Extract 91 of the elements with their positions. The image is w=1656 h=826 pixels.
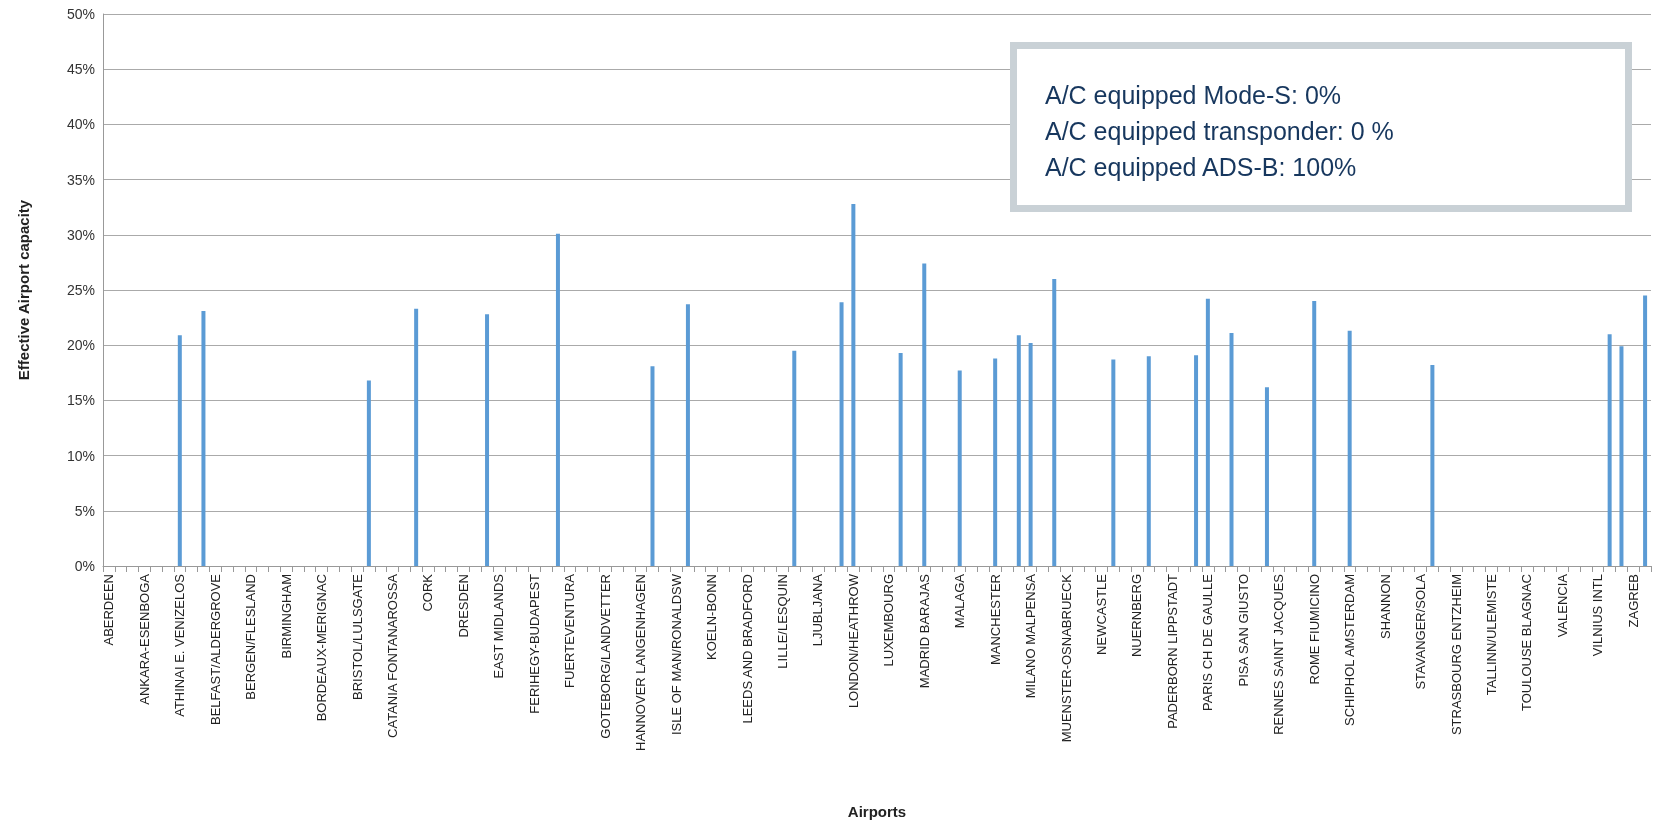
bar [650,366,655,566]
x-tick-label: LUXEMBOURG [881,574,897,667]
annotation: A/C equipped Mode-S: 0% [1045,80,1342,111]
y-tick-label: 10% [66,447,95,464]
x-tick-label: STRASBOURG ENTZHEIM [1448,574,1464,736]
y-tick-label: 40% [66,116,95,133]
x-tick-label: LILLE/LESQUIN [774,574,790,669]
x-tick-label: TOULOUSE BLAGNAC [1519,574,1535,712]
x-tick-label: BORDEAUX-MERIGNAC [314,574,330,722]
x-tick-label: SHANNON [1377,574,1393,640]
x-tick-label: GOTEBORG/LANDVETTER [597,574,613,739]
x-tick-label: BIRMINGHAM [278,574,294,659]
y-axis-title: Effective Airport capacity [15,199,32,381]
x-tick-label: KOELN-BONN [704,574,720,660]
bar [1194,355,1199,566]
y-tick-label: 15% [66,392,95,409]
x-tick-label: ZAGREB [1625,574,1641,628]
x-axis-title: Airports [847,803,907,820]
bar [1052,278,1057,566]
bar [1619,346,1624,566]
bar [898,352,903,566]
y-tick-label: 5% [74,502,95,519]
y-tick-label: 0% [74,558,95,574]
x-tick-label: MALAGA [952,573,968,629]
x-tick-label: CATANIA FONTANAROSSA [385,573,401,738]
x-tick-label: VALENCIA [1554,573,1570,638]
bar [1347,330,1352,566]
annotation: A/C equipped ADS-B: 100% [1045,152,1358,183]
y-tick-label: 35% [66,171,95,188]
y-tick-label: 20% [66,337,95,354]
x-tick-label: LJUBLJANA [810,573,826,647]
x-tick-label: LONDON/HEATHROW [845,573,861,709]
bar [1229,333,1234,566]
bar [1430,365,1435,566]
bar [1146,356,1151,566]
x-tick-label: NUERNBERG [1129,574,1145,658]
x-tick-label: EAST MIDLANDS [491,573,507,679]
y-tick-label: 45% [66,61,95,78]
x-tick-label: BELFAST/ALDERGROVE [207,573,223,725]
bar [1016,335,1021,566]
y-tick-label: 25% [66,282,95,298]
bar [839,302,844,566]
x-tick-label: NEWCASTLE [1094,573,1110,655]
x-tick-label: STAVANGER/SOLA [1413,573,1429,690]
x-tick-label: FUERTEVENTURA [562,573,578,688]
bar [414,308,419,566]
bar [177,335,182,566]
x-tick-label: HANNOVER LANGENHAGEN [633,574,649,751]
bar [1028,342,1033,566]
x-tick-label: BRISTOL/LULSGATE [349,573,365,700]
x-tick-label: VILNIUS INTL [1590,574,1606,657]
bar [922,263,927,566]
x-tick-label: RENNES SAINT JACQUES [1271,573,1287,735]
bar [851,203,856,566]
x-tick-label: FERIHEGY-BUDAPEST [526,573,542,714]
bar [201,310,206,566]
x-tick-label: MILANO MALPENSA [1023,573,1039,699]
y-tick-label: 50% [66,6,95,22]
x-tick-label: MANCHESTER [987,574,1003,666]
bar [993,358,998,566]
bar [555,233,560,566]
bar [1205,298,1210,566]
x-tick-label: BERGEN/FLESLAND [243,574,259,700]
x-tick-label: PISA SAN GIUSTO [1235,574,1251,687]
x-tick-label: ANKARA-ESENBOGA [136,573,152,705]
x-tick-label: LEEDS AND BRADFORD [739,574,755,724]
bar [485,314,490,566]
x-tick-label: MUENSTER-OSNABRUECK [1058,573,1074,743]
note-box: A/C equipped Mode-S: 0% A/C equipped transponder: 0 % A/C equipped ADS-B: 100% [1010,42,1632,212]
bar [957,370,962,566]
x-tick-label: ROME FIUMICINO [1306,574,1322,685]
bar [685,304,690,566]
x-tick-label: ISLE OF MAN/RONALDSW [668,573,684,736]
x-tick-label: PADERBORN LIPPSTADT [1164,573,1180,729]
bar [1312,301,1317,566]
x-tick-label: SCHIPHOL AMSTERDAM [1342,574,1358,726]
bar [792,350,797,566]
x-tick-label: ABERDEEN [101,574,117,646]
x-tick-label: TALLINN/ULEMISTE [1483,573,1499,696]
bar [366,380,371,566]
bar [1264,387,1269,566]
bar [1111,359,1116,566]
y-tick-label: 30% [66,226,95,243]
x-tick-label: ATHINAI E. VENIZELOS [172,573,188,717]
x-tick-label: CORK [420,573,436,612]
x-tick-label: DRESDEN [455,574,471,638]
bar [1607,334,1612,566]
annotation: A/C equipped transponder: 0 % [1045,116,1395,147]
x-tick-label: MADRID BARAJAS [916,573,932,689]
bar [1643,295,1648,566]
x-tick-label: PARIS CH DE GAULLE [1200,573,1216,712]
